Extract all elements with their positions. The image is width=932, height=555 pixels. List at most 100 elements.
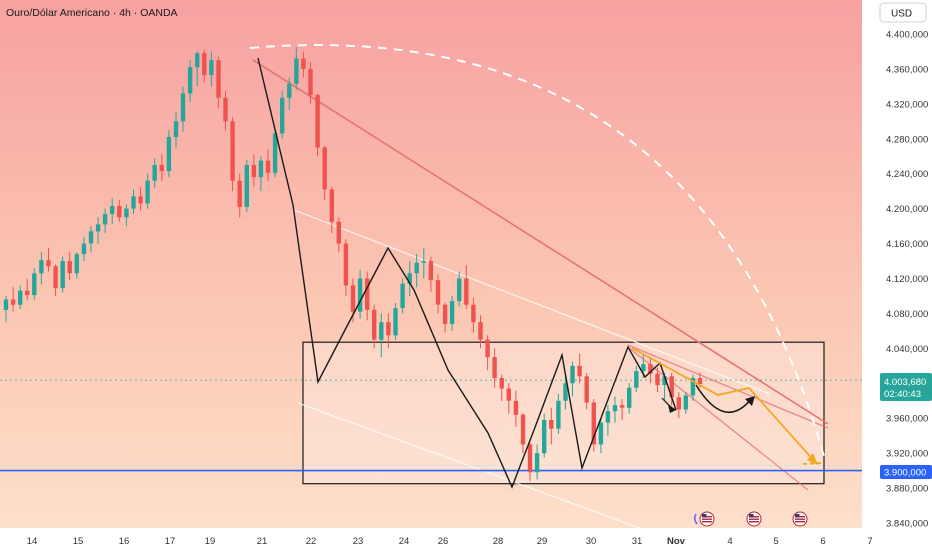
curved-projection[interactable] bbox=[695, 384, 753, 414]
candle-body bbox=[421, 261, 426, 263]
candle bbox=[343, 239, 349, 296]
candle-body bbox=[414, 262, 419, 274]
candle bbox=[131, 189, 136, 214]
candle bbox=[577, 353, 582, 384]
candle-body bbox=[138, 196, 143, 204]
candle bbox=[527, 442, 533, 482]
price-pattern-line[interactable] bbox=[257, 57, 677, 489]
x-tick-label: 22 bbox=[306, 536, 317, 547]
candle bbox=[336, 217, 341, 253]
candle bbox=[329, 186, 334, 234]
orange-projection-path[interactable] bbox=[631, 347, 817, 464]
y-tick-label: 3.840,000 bbox=[886, 519, 928, 530]
candle-body bbox=[308, 68, 313, 96]
candle bbox=[379, 313, 384, 358]
descending-trendline[interactable] bbox=[252, 59, 829, 425]
candle-body bbox=[25, 290, 30, 296]
x-tick-label: 24 bbox=[399, 536, 410, 547]
us-flag-icon[interactable] bbox=[792, 511, 808, 527]
candle bbox=[563, 374, 568, 410]
lower-channel-line[interactable] bbox=[297, 402, 646, 531]
candle-body bbox=[329, 189, 334, 222]
candle bbox=[513, 390, 519, 427]
x-tick-label: 28 bbox=[493, 536, 504, 547]
candle-body bbox=[648, 364, 653, 374]
candle bbox=[400, 278, 405, 314]
candle bbox=[591, 399, 596, 452]
candle-body bbox=[187, 67, 193, 94]
candle-body bbox=[563, 383, 568, 401]
candle-body bbox=[534, 453, 540, 473]
candle bbox=[124, 204, 129, 227]
candle-body bbox=[697, 378, 703, 385]
candle-body bbox=[39, 260, 44, 274]
time-axis[interactable] bbox=[0, 528, 932, 550]
candle bbox=[655, 367, 660, 392]
candle bbox=[485, 335, 490, 371]
candle-body bbox=[95, 224, 101, 232]
upper-trend-channel[interactable] bbox=[627, 344, 829, 429]
candle bbox=[53, 264, 58, 296]
candle-body bbox=[400, 283, 405, 309]
y-tick-label: 4.160,000 bbox=[886, 239, 928, 250]
upper-channel-line[interactable] bbox=[293, 209, 771, 395]
candle-body bbox=[88, 231, 94, 244]
candle bbox=[67, 252, 72, 281]
candle bbox=[315, 93, 320, 157]
candle-body bbox=[67, 261, 72, 274]
pattern-arrowhead bbox=[668, 405, 676, 413]
candle-body bbox=[634, 371, 639, 388]
dashed-arc-projection[interactable] bbox=[249, 44, 826, 461]
candle bbox=[365, 271, 370, 321]
candle bbox=[393, 302, 398, 340]
candle-body bbox=[280, 97, 285, 134]
candle-body bbox=[591, 402, 596, 445]
candle-body bbox=[223, 97, 228, 122]
x-tick-label: 19 bbox=[205, 536, 216, 547]
y-tick-label: 4.360,000 bbox=[886, 64, 928, 75]
candle-body bbox=[10, 299, 16, 305]
candle bbox=[357, 269, 363, 319]
x-tick-label: 23 bbox=[353, 536, 364, 547]
x-tick-label: 30 bbox=[586, 536, 597, 547]
candle bbox=[386, 313, 391, 349]
candle-body bbox=[46, 260, 51, 267]
candle bbox=[180, 86, 186, 132]
candle bbox=[117, 199, 122, 222]
candle-body bbox=[102, 213, 108, 225]
event-icons[interactable] bbox=[693, 511, 808, 527]
x-tick-label: 4 bbox=[727, 536, 732, 547]
candle-body bbox=[549, 420, 554, 429]
candle-body bbox=[492, 357, 497, 379]
candle bbox=[10, 287, 16, 312]
candle-body bbox=[322, 147, 327, 190]
us-flag-icon[interactable] bbox=[699, 511, 715, 527]
y-tick-label: 4.120,000 bbox=[886, 274, 928, 285]
y-tick-label: 4.040,000 bbox=[886, 344, 928, 355]
candle bbox=[428, 256, 434, 292]
candle-body bbox=[159, 165, 164, 172]
us-flag-icon[interactable] bbox=[746, 511, 762, 527]
y-tick-label: 4.080,000 bbox=[886, 309, 928, 320]
support-price-value: 3.900,000 bbox=[884, 468, 926, 479]
candle-body bbox=[435, 280, 441, 305]
candle-body bbox=[464, 278, 469, 305]
x-tick-label: Nov bbox=[667, 536, 686, 547]
price-axis[interactable] bbox=[862, 0, 932, 550]
current-price-tag[interactable] bbox=[880, 373, 932, 401]
candle-body bbox=[230, 121, 235, 181]
x-tick-label: 17 bbox=[165, 536, 176, 547]
candle-body bbox=[365, 278, 370, 310]
candle-body bbox=[173, 121, 179, 137]
orange-target-line bbox=[802, 462, 823, 465]
candle bbox=[46, 247, 51, 272]
candle bbox=[244, 159, 249, 213]
candle-body bbox=[619, 405, 625, 408]
candle bbox=[39, 252, 44, 285]
support-price-tag[interactable] bbox=[880, 465, 932, 479]
candle bbox=[280, 90, 285, 139]
candle-body bbox=[627, 387, 632, 408]
currency-badge[interactable] bbox=[879, 2, 927, 23]
